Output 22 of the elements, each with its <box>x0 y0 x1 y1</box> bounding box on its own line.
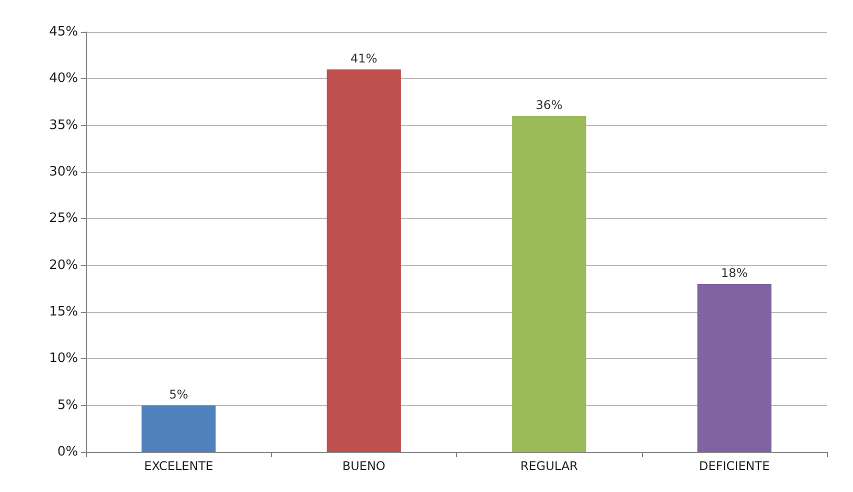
y-tick-label: 25% <box>49 211 78 226</box>
bar <box>326 69 401 452</box>
y-tick-label: 20% <box>49 258 78 273</box>
y-tick-label: 0% <box>57 444 78 460</box>
y-tick-label: 35% <box>49 118 78 133</box>
y-tick-label: 40% <box>49 71 78 86</box>
bar <box>512 116 586 452</box>
data-label: 41% <box>350 51 378 66</box>
y-tick-label: 45% <box>49 24 78 40</box>
x-tick-label: REGULAR <box>520 459 578 473</box>
x-tick-label: EXCELENTE <box>144 459 214 473</box>
data-label: 36% <box>536 98 562 112</box>
y-tick-label: 5% <box>57 398 78 413</box>
x-tick-label: BUENO <box>342 459 386 473</box>
x-tick-label: DEFICIENTE <box>699 459 770 473</box>
data-label: 18% <box>721 266 748 280</box>
bar <box>697 284 772 452</box>
y-tick-label: 30% <box>49 164 78 180</box>
bar <box>142 405 216 452</box>
data-label: 5% <box>169 387 188 402</box>
y-tick-label: 15% <box>49 304 78 320</box>
y-tick-label: 10% <box>49 351 78 366</box>
